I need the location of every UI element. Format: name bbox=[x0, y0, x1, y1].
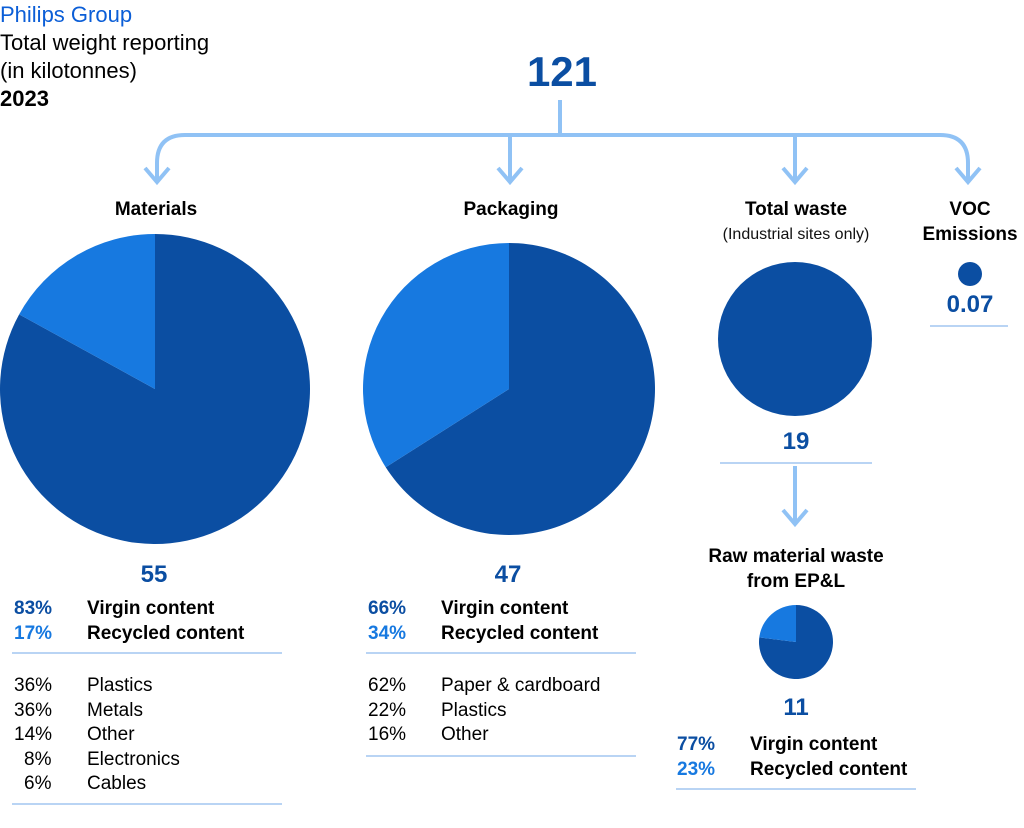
packaging-recycled-row: 34% Recycled content bbox=[368, 623, 598, 645]
raw-waste-virgin-label: Virgin content bbox=[750, 734, 878, 755]
arrow-raw-waste bbox=[781, 508, 809, 528]
total-value: 121 bbox=[526, 48, 598, 95]
pie-voc-emissions bbox=[958, 262, 982, 286]
materials-title: Materials bbox=[114, 199, 198, 220]
raw-waste-title-line-2: from EP&L bbox=[746, 571, 846, 592]
pie-raw-material-waste bbox=[758, 605, 833, 679]
breakdown-label: Other bbox=[441, 724, 489, 745]
materials-virgin-pct: 83% bbox=[14, 598, 53, 619]
packaging-breakdown-row: 16% Other bbox=[368, 724, 601, 749]
voc-title-line-1: VOC bbox=[949, 199, 991, 220]
packaging-value: 47 bbox=[494, 561, 522, 588]
header-year: 2023 bbox=[0, 86, 49, 111]
packaging-slice-virgin bbox=[385, 243, 655, 535]
raw-waste-title-line-1: Raw material waste bbox=[708, 546, 884, 567]
total-waste-slice bbox=[718, 262, 872, 416]
raw-waste-separator bbox=[676, 788, 916, 790]
pie-packaging bbox=[363, 243, 655, 535]
raw-waste-value: 11 bbox=[783, 694, 809, 721]
raw-waste-virgin-row: 77% Virgin content bbox=[677, 734, 877, 756]
breakdown-label: Cables bbox=[87, 773, 147, 794]
packaging-recycled-label: Recycled content bbox=[441, 623, 599, 644]
brand-title: Philips Group bbox=[0, 2, 133, 27]
arrow-voc bbox=[954, 166, 982, 186]
voc-value: 0.07 bbox=[946, 291, 994, 318]
packaging-title: Packaging bbox=[463, 199, 559, 220]
arrow-packaging bbox=[496, 166, 524, 186]
materials-breakdown-row: 36% Plastics bbox=[14, 675, 180, 700]
raw-waste-recycled-pct: 23% bbox=[677, 759, 716, 780]
breakdown-label: Metals bbox=[87, 699, 143, 721]
raw-waste-slice-recycled bbox=[759, 605, 796, 642]
breakdown-label: Other bbox=[87, 724, 135, 745]
pie-materials bbox=[0, 234, 310, 544]
connector-curve-left bbox=[155, 133, 186, 180]
raw-waste-recycled-label: Recycled content bbox=[750, 759, 908, 780]
voc-slice bbox=[958, 262, 982, 286]
voc-separator bbox=[930, 325, 1008, 327]
breakdown-label: Plastics bbox=[441, 699, 507, 721]
materials-recycled-label: Recycled content bbox=[87, 623, 245, 644]
packaging-virgin-label: Virgin content bbox=[441, 598, 569, 619]
breakdown-pct: 62% bbox=[368, 675, 407, 696]
packaging-separator-2 bbox=[366, 755, 636, 757]
header-line-2: (in kilotonnes) bbox=[0, 58, 137, 83]
raw-waste-slice-virgin bbox=[758, 605, 833, 679]
materials-value: 55 bbox=[140, 561, 168, 588]
packaging-breakdown-row: 62% Paper & cardboard bbox=[368, 675, 601, 700]
breakdown-label: Electronics bbox=[87, 748, 180, 770]
header-line-1: Total weight reporting bbox=[0, 30, 210, 55]
materials-recycled-row: 17% Recycled content bbox=[14, 623, 244, 645]
packaging-virgin-pct: 66% bbox=[368, 598, 407, 619]
breakdown-pct: 36% bbox=[14, 699, 53, 721]
packaging-slice-recycled bbox=[363, 243, 509, 468]
raw-waste-recycled-row: 23% Recycled content bbox=[677, 759, 907, 781]
materials-virgin-label: Virgin content bbox=[87, 598, 215, 619]
packaging-breakdown: 62% Paper & cardboard 22% Plastics 16% Othe… bbox=[368, 675, 601, 749]
materials-breakdown: 36% Plastics 36% Metals 14% Other 8% Electro… bbox=[14, 675, 180, 798]
packaging-recycled-pct: 34% bbox=[368, 623, 407, 644]
connector-curve-right bbox=[939, 133, 970, 180]
breakdown-pct: 16% bbox=[368, 724, 407, 745]
materials-separator-2 bbox=[12, 803, 282, 805]
raw-waste-virgin-pct: 77% bbox=[677, 734, 716, 755]
materials-recycled-pct: 17% bbox=[14, 623, 53, 644]
materials-breakdown-row: 14% Other bbox=[14, 724, 180, 749]
breakdown-pct: 36% bbox=[14, 675, 53, 696]
pie-total-waste bbox=[718, 262, 872, 416]
breakdown-pct: 22% bbox=[368, 699, 407, 721]
breakdown-label: Paper & cardboard bbox=[441, 675, 601, 696]
arrow-waste bbox=[781, 166, 809, 186]
materials-slice-recycled bbox=[19, 234, 155, 389]
materials-slice-virgin bbox=[0, 234, 310, 544]
total-waste-title: Total waste bbox=[744, 199, 848, 220]
arrow-materials bbox=[143, 166, 171, 186]
packaging-breakdown-row: 22% Plastics bbox=[368, 700, 601, 725]
materials-breakdown-row: 36% Metals bbox=[14, 700, 180, 725]
materials-breakdown-row: 8% Electronics bbox=[14, 749, 180, 774]
packaging-virgin-row: 66% Virgin content bbox=[368, 598, 568, 620]
connector-lines bbox=[143, 100, 982, 528]
breakdown-label: Plastics bbox=[87, 675, 153, 696]
total-waste-separator bbox=[720, 462, 872, 464]
packaging-separator-1 bbox=[366, 652, 636, 654]
breakdown-pct: 8% bbox=[24, 748, 52, 770]
breakdown-pct: 14% bbox=[14, 724, 53, 745]
total-waste-value: 19 bbox=[782, 428, 810, 455]
materials-separator-1 bbox=[12, 652, 282, 654]
materials-virgin-row: 83% Virgin content bbox=[14, 598, 214, 620]
materials-breakdown-row: 6% Cables bbox=[14, 773, 180, 798]
voc-title-line-2: Emissions bbox=[922, 224, 1018, 245]
total-waste-subtitle: (Industrial sites only) bbox=[722, 226, 870, 243]
breakdown-pct: 6% bbox=[24, 773, 52, 794]
